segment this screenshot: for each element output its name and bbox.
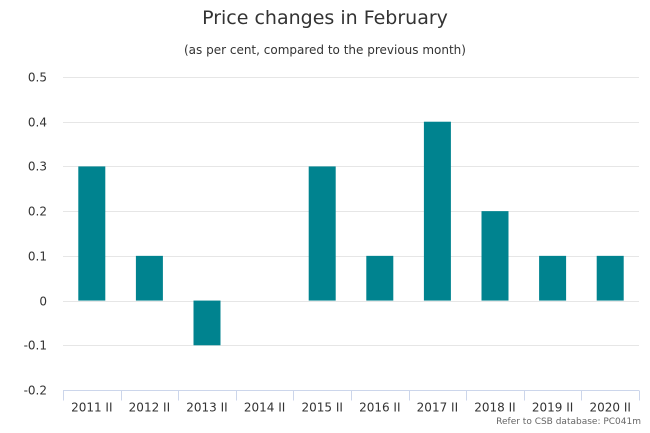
x-tick-label: 2015 II	[301, 401, 342, 415]
x-tick-label: 2020 II	[589, 401, 630, 415]
x-tick-label: 2012 II	[129, 401, 170, 415]
x-tick-label: 2013 II	[186, 401, 227, 415]
x-tick-label: 2011 II	[71, 401, 112, 415]
bar	[308, 166, 336, 301]
y-tick-label: -0.1	[24, 339, 47, 353]
y-tick-label: 0.2	[28, 205, 47, 219]
source-credit[interactable]: Refer to CSB database: PC041m	[496, 417, 641, 427]
y-tick-label: 0.5	[28, 71, 47, 85]
x-tick-label: 2019 II	[532, 401, 573, 415]
x-tick-label: 2018 II	[474, 401, 515, 415]
y-tick-label: 0	[39, 295, 47, 309]
bar	[596, 255, 624, 301]
x-tick-label: 2014 II	[244, 401, 285, 415]
bar	[481, 211, 509, 301]
bar	[78, 166, 106, 301]
bar	[539, 255, 567, 301]
y-tick-label: -0.2	[24, 384, 47, 398]
bar	[135, 255, 163, 301]
y-tick-label: 0.1	[28, 250, 47, 264]
bar	[193, 300, 221, 346]
bar	[423, 121, 451, 301]
chart-title: Price changes in February	[202, 7, 448, 29]
x-tick-label: 2017 II	[417, 401, 458, 415]
y-tick-label: 0.4	[28, 116, 47, 130]
bar	[366, 255, 394, 301]
y-tick-label: 0.3	[28, 160, 47, 174]
chart-subtitle: (as per cent, compared to the previous m…	[184, 43, 466, 57]
x-tick-label: 2016 II	[359, 401, 400, 415]
